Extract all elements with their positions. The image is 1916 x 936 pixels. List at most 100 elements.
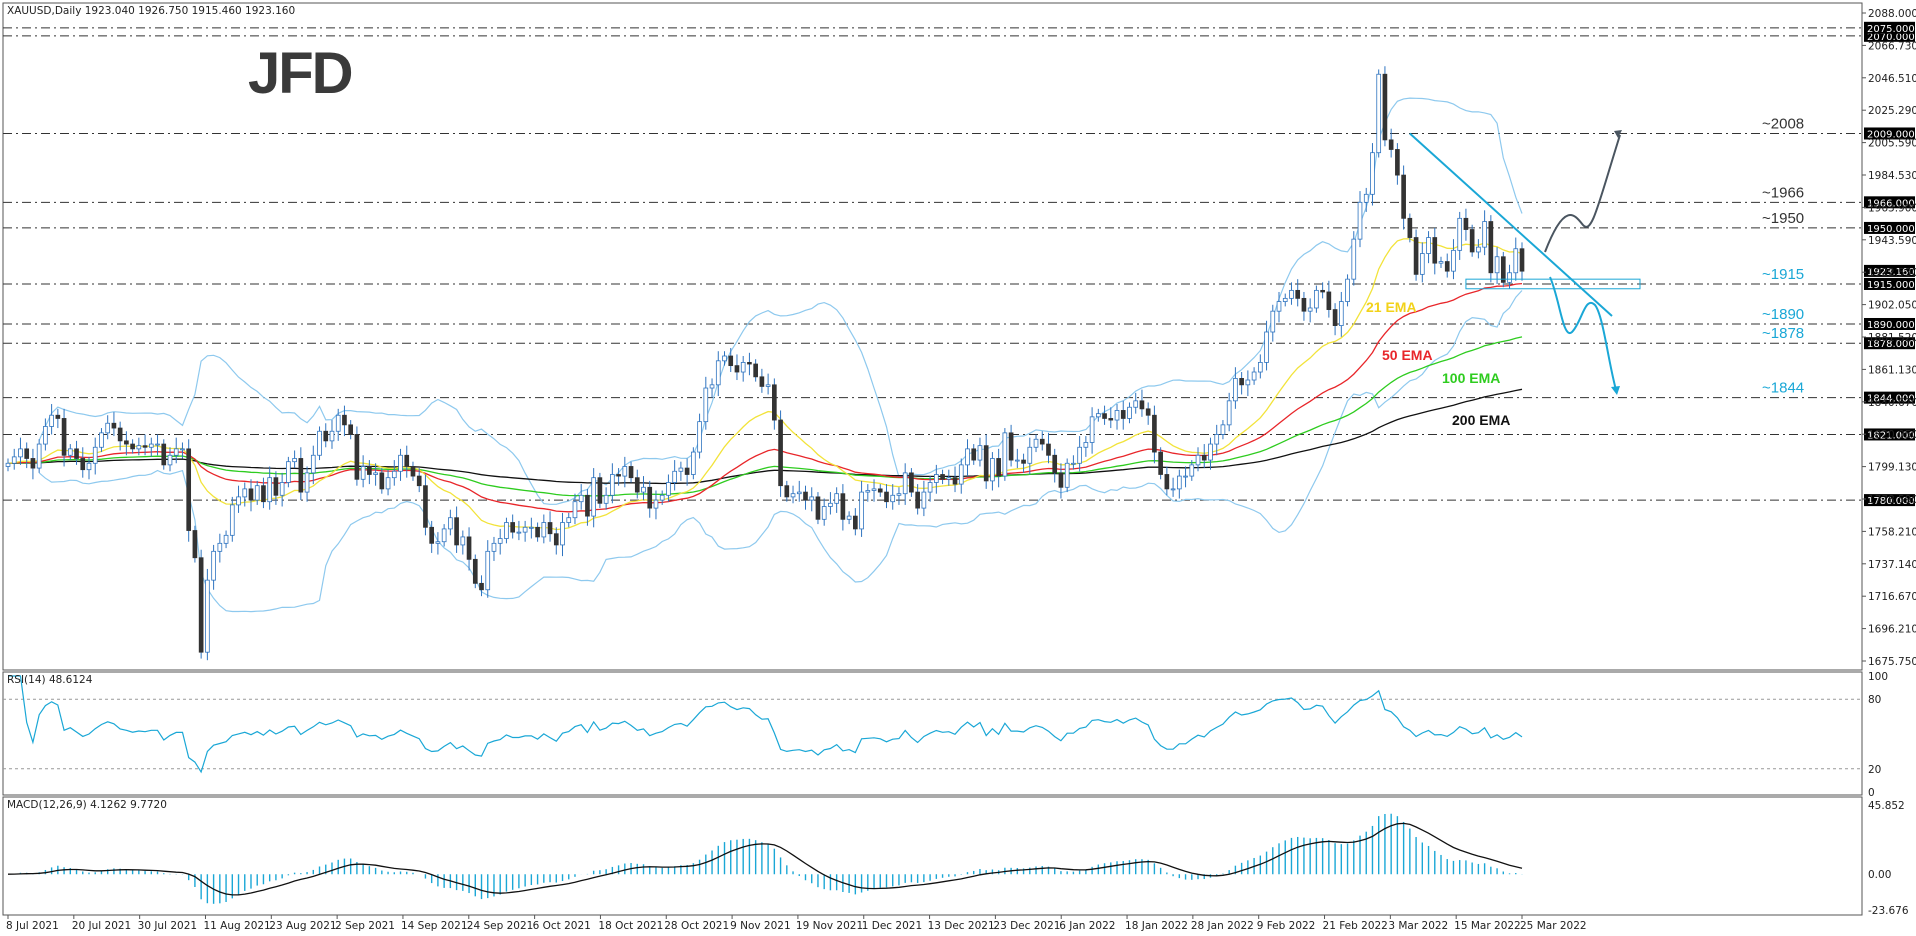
time-tick-label: 6 Jan 2022 bbox=[1059, 920, 1115, 932]
candle bbox=[1314, 289, 1319, 309]
candle bbox=[697, 421, 702, 453]
price-tick-label: 2005.590 bbox=[1868, 138, 1916, 150]
candle bbox=[547, 522, 553, 535]
candle bbox=[391, 470, 397, 479]
candle bbox=[1108, 418, 1114, 421]
candle bbox=[659, 494, 665, 501]
candle bbox=[628, 466, 634, 479]
candle bbox=[1507, 272, 1512, 283]
current-price-badge-text: 1923.160 bbox=[1867, 267, 1915, 278]
candle bbox=[1208, 443, 1213, 461]
candle bbox=[479, 582, 484, 591]
price-tick-label: 1778.590 bbox=[1868, 494, 1916, 506]
candle bbox=[647, 486, 653, 509]
candle bbox=[1251, 371, 1257, 381]
candle bbox=[286, 461, 291, 483]
candle bbox=[1444, 261, 1450, 272]
candle bbox=[423, 485, 428, 528]
candle bbox=[1095, 413, 1101, 418]
time-tick-label: 21 Feb 2022 bbox=[1323, 920, 1388, 932]
candle bbox=[217, 542, 223, 552]
candle bbox=[124, 440, 129, 445]
time-tick-label: 23 Aug 2021 bbox=[269, 920, 336, 932]
candle bbox=[890, 494, 896, 503]
price-tick-label: 1696.210 bbox=[1868, 624, 1916, 636]
candle bbox=[821, 506, 827, 520]
candle bbox=[385, 477, 391, 490]
candle bbox=[927, 482, 933, 493]
candle bbox=[1002, 432, 1008, 477]
candle bbox=[105, 422, 111, 434]
candle bbox=[229, 504, 235, 536]
candle bbox=[267, 477, 273, 503]
candle bbox=[1052, 454, 1058, 474]
candle bbox=[1245, 379, 1251, 386]
candle bbox=[1370, 152, 1375, 195]
ema21-label: 21 EMA bbox=[1366, 299, 1417, 315]
macd-panel bbox=[2, 796, 1863, 916]
candle bbox=[198, 557, 204, 653]
candle bbox=[958, 464, 964, 485]
candle bbox=[772, 384, 777, 421]
candle bbox=[36, 443, 42, 469]
candle bbox=[1289, 289, 1294, 299]
price-tick-label: 1943.590 bbox=[1868, 235, 1916, 247]
candle bbox=[1233, 378, 1238, 402]
candle bbox=[1451, 249, 1456, 272]
candle bbox=[1457, 217, 1463, 251]
candle bbox=[261, 485, 266, 503]
price-tick-label: 1675.750 bbox=[1868, 656, 1916, 668]
candle bbox=[1395, 149, 1400, 176]
candle bbox=[1488, 221, 1494, 274]
candle bbox=[416, 475, 422, 487]
price-panel-title: XAUUSD,Daily 1923.040 1926.750 1915.460 … bbox=[7, 5, 295, 17]
candle bbox=[1438, 261, 1444, 264]
candle bbox=[1363, 193, 1369, 203]
price-tick-label: 1881.520 bbox=[1868, 332, 1916, 344]
bullish-scenario-path bbox=[1544, 134, 1621, 253]
level-badge bbox=[1864, 127, 1915, 140]
price-tick-label: 1758.210 bbox=[1868, 526, 1916, 538]
candle bbox=[1226, 400, 1232, 426]
support-zone-box bbox=[1465, 278, 1641, 290]
candle bbox=[666, 482, 671, 496]
candle bbox=[740, 362, 746, 373]
candle bbox=[1114, 410, 1120, 421]
candle bbox=[460, 536, 466, 546]
candle bbox=[840, 493, 846, 520]
bearish-arrow-head bbox=[1611, 386, 1620, 395]
rsi-tick-label: 0 bbox=[1868, 787, 1875, 799]
candle bbox=[747, 362, 752, 365]
candle bbox=[323, 430, 329, 442]
candle bbox=[485, 550, 491, 591]
candle bbox=[641, 486, 646, 493]
candle bbox=[379, 472, 385, 490]
candle bbox=[354, 434, 360, 480]
candle bbox=[1102, 413, 1107, 419]
candle bbox=[1307, 307, 1313, 312]
time-tick-label: 30 Jul 2021 bbox=[138, 920, 197, 932]
level-badge-text: 1966.000 bbox=[1867, 198, 1915, 209]
time-tick-label: 23 Dec 2021 bbox=[993, 920, 1060, 932]
time-tick-label: 3 Mar 2022 bbox=[1388, 920, 1448, 932]
candle bbox=[977, 445, 983, 461]
candle bbox=[1513, 248, 1519, 274]
candle bbox=[167, 454, 173, 466]
candle bbox=[117, 427, 123, 442]
candle bbox=[1058, 472, 1064, 488]
candle bbox=[1419, 253, 1425, 275]
candle bbox=[18, 448, 23, 458]
candle bbox=[572, 501, 578, 519]
candle bbox=[317, 430, 322, 456]
candle bbox=[1170, 488, 1176, 491]
candle bbox=[1195, 454, 1201, 466]
level-badge-text: 1950.000 bbox=[1867, 224, 1915, 235]
candle bbox=[871, 488, 877, 491]
candle bbox=[616, 474, 621, 477]
candle bbox=[80, 458, 86, 471]
price-tick-label: 1861.130 bbox=[1868, 364, 1916, 376]
candle bbox=[435, 541, 441, 544]
candle bbox=[1220, 424, 1226, 435]
candle bbox=[585, 494, 590, 517]
